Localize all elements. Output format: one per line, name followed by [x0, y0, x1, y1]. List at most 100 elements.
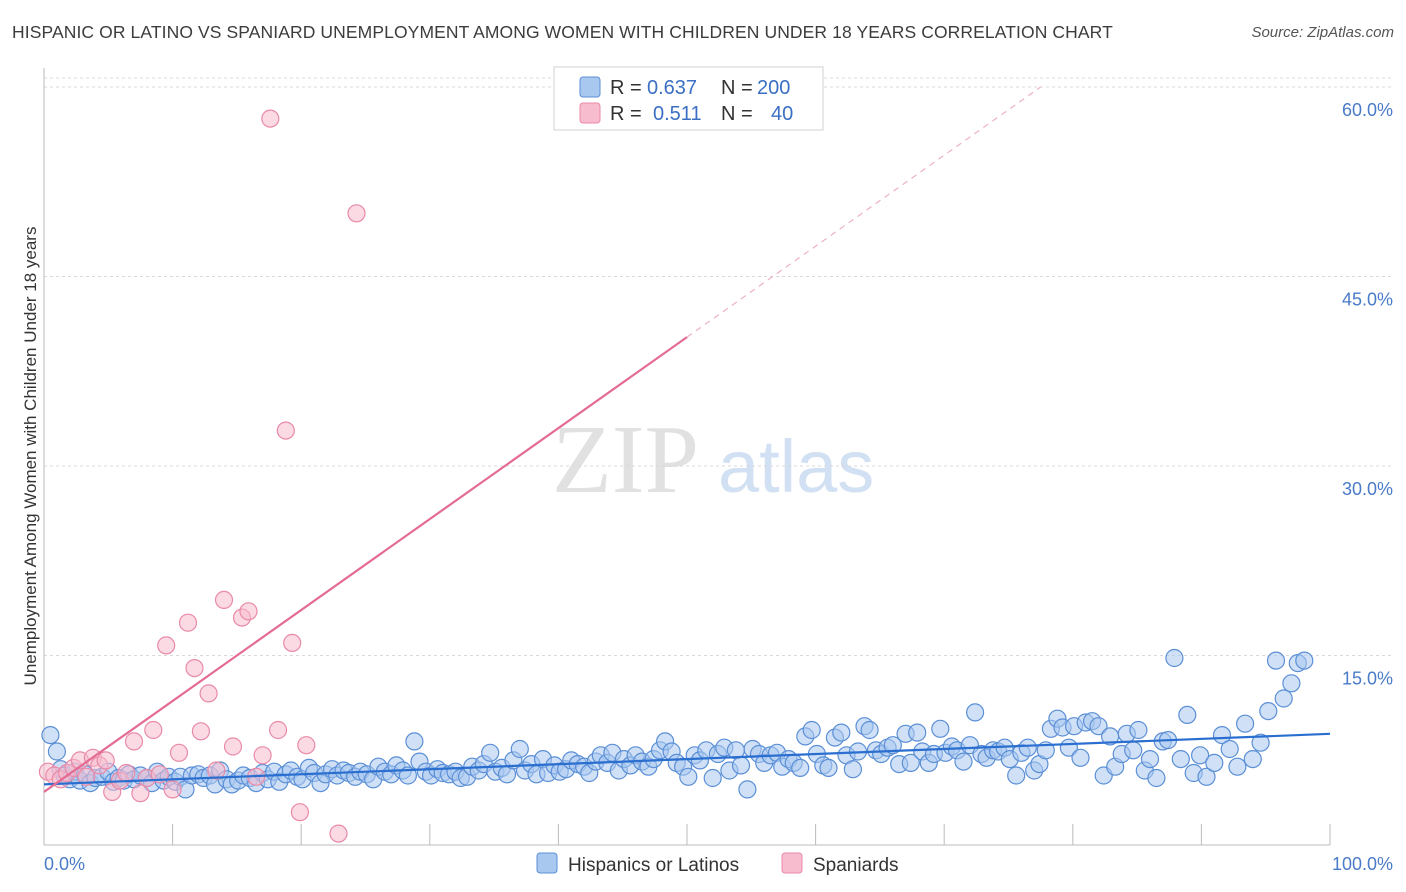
- series-legend: Hispanics or Latinos Spaniards: [536, 852, 899, 876]
- axes: [43, 68, 1331, 846]
- hispanic-point: [1251, 733, 1270, 752]
- spaniard-point: [290, 803, 309, 822]
- spaniard-point: [223, 737, 243, 756]
- hispanic-point: [1089, 717, 1108, 736]
- grid-lines: [44, 77, 1394, 656]
- hispanic-point: [1259, 701, 1278, 721]
- legend-swatch-blue: [579, 76, 601, 98]
- spaniard-point: [191, 722, 210, 741]
- spaniard-point: [199, 684, 218, 703]
- hispanic-point: [1197, 767, 1216, 786]
- hispanic-point: [832, 723, 851, 742]
- legend-r-value-2: 0.511: [653, 103, 702, 125]
- hispanic-point: [901, 753, 920, 773]
- spaniard-point: [214, 590, 234, 610]
- spaniard-point: [117, 763, 136, 783]
- legend-r-label-2: R =: [610, 103, 642, 125]
- hispanic-point: [1274, 689, 1293, 708]
- spaniard-point: [124, 732, 144, 751]
- hispanic-point: [738, 780, 757, 799]
- hispanic-point: [883, 736, 902, 755]
- hispanic-point: [1228, 757, 1247, 776]
- hispanic-point: [1140, 749, 1160, 769]
- hispanic-point: [41, 725, 60, 745]
- x-tick-label-max: 100.0%: [1332, 854, 1393, 874]
- x-tick-labels: 0.0% 100.0%: [44, 854, 1393, 874]
- watermark-zip: ZIP: [552, 406, 699, 514]
- spaniard-point: [77, 767, 96, 786]
- hispanic-point: [1212, 725, 1232, 745]
- spaniard-point: [169, 743, 189, 762]
- hispanic-point: [1243, 749, 1262, 769]
- spaniard-point: [283, 633, 302, 653]
- y-tick-label: 30.0%: [1342, 479, 1393, 499]
- y-tick-label: 45.0%: [1342, 290, 1393, 310]
- hispanic-point: [931, 719, 950, 738]
- hispanic-point: [1171, 749, 1190, 769]
- hispanic-point: [1205, 753, 1224, 773]
- spaniard-point: [178, 613, 198, 632]
- hispanic-point: [1071, 748, 1090, 767]
- hispanic-point: [1190, 746, 1210, 765]
- hispanic-point: [510, 739, 529, 759]
- hispanic-point: [965, 703, 985, 722]
- x-tick-label-min: 0.0%: [44, 854, 85, 874]
- spaniard-point: [329, 824, 348, 843]
- hispanic-point: [860, 720, 879, 740]
- hispanic-point: [1178, 705, 1197, 725]
- series-legend-swatch-hispanics: [536, 852, 558, 874]
- spaniard-point: [297, 736, 316, 755]
- hispanic-point: [703, 768, 722, 788]
- hispanic-point: [843, 760, 863, 779]
- hispanic-point: [1124, 741, 1143, 760]
- spaniard-point: [347, 204, 366, 223]
- hispanic-point: [1007, 766, 1026, 785]
- correlation-legend: R = 0.637 N = 200 R = 0.511 N = 40: [553, 66, 824, 131]
- hispanic-point: [802, 720, 821, 740]
- spaniard-point: [185, 658, 204, 678]
- legend-n-value-1: 200: [757, 77, 790, 99]
- spaniard-point: [253, 746, 272, 765]
- hispanic-point: [819, 758, 838, 778]
- series-legend-label-spaniards: Spaniards: [813, 855, 899, 876]
- hispanic-point: [405, 732, 424, 751]
- hispanic-point: [908, 723, 927, 742]
- hispanic-point: [481, 743, 500, 762]
- legend-swatch-pink: [579, 102, 601, 124]
- y-axis-title: Unemployment Among Women with Children U…: [21, 227, 40, 686]
- spaniard-point: [144, 720, 163, 740]
- spaniard-point: [96, 751, 115, 770]
- hispanic-point: [1282, 674, 1301, 693]
- series-legend-swatch-spaniards: [781, 852, 803, 874]
- legend-r-value-1: 0.637: [647, 77, 697, 99]
- y-tick-labels: 15.0% 30.0% 45.0% 60.0%: [1342, 100, 1393, 689]
- legend-r-label-1: R =: [610, 77, 642, 99]
- hispanic-point: [1235, 714, 1255, 733]
- y-tick-label: 15.0%: [1342, 669, 1393, 689]
- hispanic-trend-line: [43, 732, 1331, 786]
- hispanic-point: [1266, 651, 1286, 670]
- hispanic-point: [1165, 648, 1184, 668]
- hispanic-point: [679, 767, 698, 786]
- hispanic-point: [954, 752, 973, 771]
- trend-lines: [43, 86, 1331, 793]
- spaniard-point: [163, 780, 182, 799]
- hispanic-point: [47, 742, 67, 761]
- legend-n-value-2: 40: [771, 103, 793, 125]
- series-legend-label-hispanics: Hispanics or Latinos: [568, 855, 739, 876]
- spaniard-point: [207, 761, 226, 780]
- hispanic-point: [731, 756, 751, 775]
- hispanic-point: [1018, 738, 1037, 757]
- spaniard-trend-line: [43, 336, 688, 793]
- spaniard-point: [157, 636, 176, 655]
- spaniard-point: [131, 784, 150, 803]
- spaniard-point: [269, 720, 288, 740]
- hispanic-point: [1129, 720, 1148, 740]
- legend-n-label-2: N =: [721, 103, 753, 125]
- chart-title: HISPANIC OR LATINO VS SPANIARD UNEMPLOYM…: [12, 22, 1113, 42]
- spaniard-point: [261, 109, 280, 128]
- chart-source: Source: ZipAtlas.com: [1251, 24, 1394, 41]
- legend-n-label-1: N =: [721, 77, 753, 99]
- hispanic-point: [1147, 768, 1166, 788]
